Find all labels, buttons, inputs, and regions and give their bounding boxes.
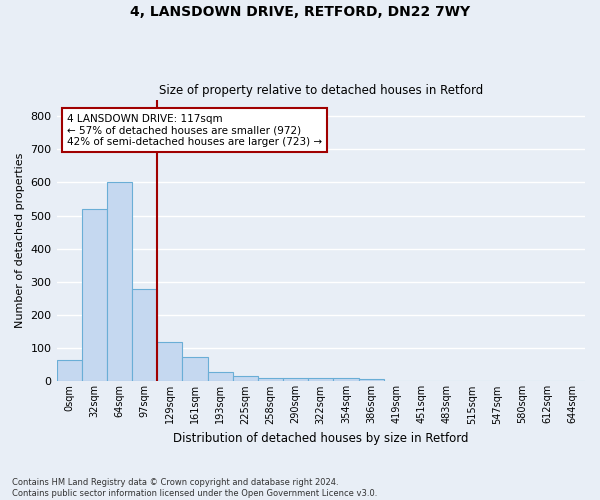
Bar: [233, 376, 258, 382]
Bar: [182, 356, 208, 382]
Bar: [132, 288, 157, 382]
Bar: [308, 378, 334, 382]
Text: 4, LANSDOWN DRIVE, RETFORD, DN22 7WY: 4, LANSDOWN DRIVE, RETFORD, DN22 7WY: [130, 5, 470, 19]
Bar: [82, 209, 107, 382]
Bar: [334, 378, 359, 382]
Bar: [283, 378, 308, 382]
X-axis label: Distribution of detached houses by size in Retford: Distribution of detached houses by size …: [173, 432, 469, 445]
Bar: [157, 342, 182, 382]
Bar: [258, 378, 283, 382]
Bar: [107, 182, 132, 382]
Y-axis label: Number of detached properties: Number of detached properties: [15, 153, 25, 328]
Bar: [208, 372, 233, 382]
Text: 4 LANSDOWN DRIVE: 117sqm
← 57% of detached houses are smaller (972)
42% of semi-: 4 LANSDOWN DRIVE: 117sqm ← 57% of detach…: [67, 114, 322, 147]
Bar: [359, 378, 383, 382]
Title: Size of property relative to detached houses in Retford: Size of property relative to detached ho…: [158, 84, 483, 97]
Text: Contains HM Land Registry data © Crown copyright and database right 2024.
Contai: Contains HM Land Registry data © Crown c…: [12, 478, 377, 498]
Bar: [56, 360, 82, 382]
